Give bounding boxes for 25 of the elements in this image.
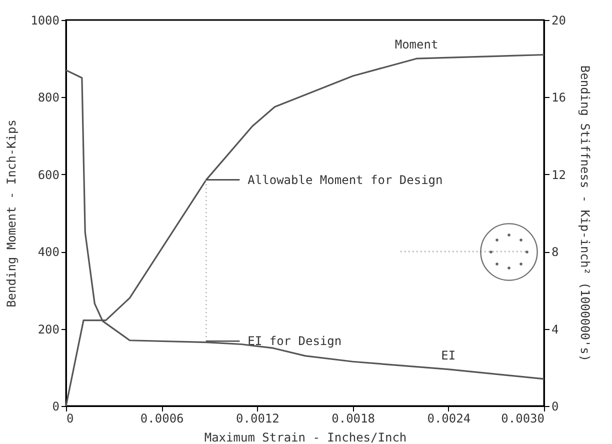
- annotation: EI for Design: [248, 334, 342, 348]
- y-axis-title: Bending Moment - Inch-Kips: [4, 120, 19, 308]
- y-tick-label: 600: [38, 168, 60, 182]
- y2-tick-label: 8: [552, 245, 559, 260]
- y2-axis-title: Bending Stiffness - Kip-inch² (1000000's): [578, 65, 592, 362]
- y2-tick-label: 4: [552, 322, 559, 336]
- annotation: Allowable Moment for Design: [248, 172, 443, 187]
- y-tick-label: 800: [38, 90, 60, 105]
- x-tick-label: 0.0024: [427, 412, 471, 426]
- x-axis-title: Maximum Strain - Inches/Inch: [204, 430, 407, 444]
- x-tick-label: 0.0030: [501, 412, 544, 426]
- y2-tick-label: 16: [552, 90, 566, 105]
- x-tick-label: 0.0012: [236, 412, 280, 426]
- series-label: Moment: [394, 38, 438, 52]
- y-tick-label: 1000: [30, 14, 60, 28]
- series-label: EI: [441, 348, 456, 362]
- y-tick-label: 0: [52, 400, 60, 414]
- y2-tick-label: 12: [552, 168, 566, 182]
- x-tick-label: 0.0006: [140, 412, 184, 426]
- y2-tick-label: 20: [552, 14, 566, 28]
- x-tick-label: 0.0018: [332, 412, 375, 426]
- y2-tick-label: 0: [552, 400, 559, 414]
- x-tick-label: 0: [66, 412, 74, 426]
- y-tick-label: 200: [38, 322, 60, 336]
- y-tick-label: 400: [38, 245, 60, 260]
